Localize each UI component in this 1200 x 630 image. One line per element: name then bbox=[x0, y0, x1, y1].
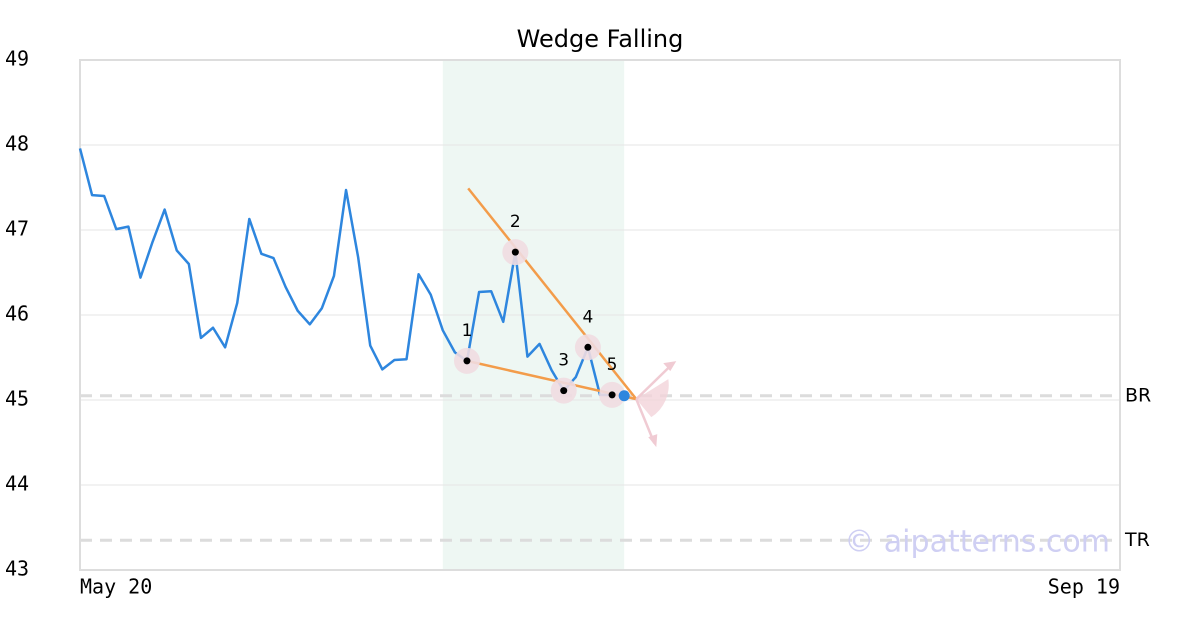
pattern-point-label: 3 bbox=[558, 351, 569, 371]
y-tick-label: 43 bbox=[5, 557, 29, 581]
pattern-point-label: 4 bbox=[582, 307, 593, 327]
pattern-point bbox=[584, 343, 592, 351]
watermark: © aipatterns.com bbox=[844, 525, 1110, 560]
y-tick-label: 49 bbox=[5, 47, 29, 71]
trend-line bbox=[467, 187, 638, 400]
level-label: TR bbox=[1124, 529, 1150, 551]
x-tick-label: Sep 19 bbox=[1048, 575, 1120, 599]
y-tick-label: 48 bbox=[5, 132, 29, 156]
price-line bbox=[78, 148, 613, 397]
pattern-point-label: 1 bbox=[462, 321, 473, 341]
arrow-head bbox=[663, 361, 677, 372]
pattern-point bbox=[463, 357, 471, 365]
y-tick-label: 47 bbox=[5, 217, 29, 241]
level-label: BR bbox=[1125, 384, 1151, 406]
y-tick-label: 45 bbox=[5, 387, 29, 411]
pattern-point bbox=[608, 391, 616, 399]
arrow-down bbox=[635, 398, 656, 444]
arrow-head bbox=[648, 434, 658, 448]
y-tick-label: 44 bbox=[5, 472, 29, 496]
x-tick-label: May 20 bbox=[80, 575, 152, 599]
projection-fan bbox=[636, 379, 669, 418]
pattern-point-label: 5 bbox=[607, 355, 618, 375]
chart-title: Wedge Falling bbox=[517, 25, 684, 53]
plot-frame bbox=[79, 59, 1121, 571]
last-point bbox=[618, 390, 630, 402]
y-tick-label: 46 bbox=[5, 302, 29, 326]
pattern-point-label: 2 bbox=[510, 212, 521, 232]
arrow-up bbox=[635, 363, 674, 401]
pattern-point bbox=[511, 248, 519, 256]
pattern-point bbox=[560, 387, 568, 395]
